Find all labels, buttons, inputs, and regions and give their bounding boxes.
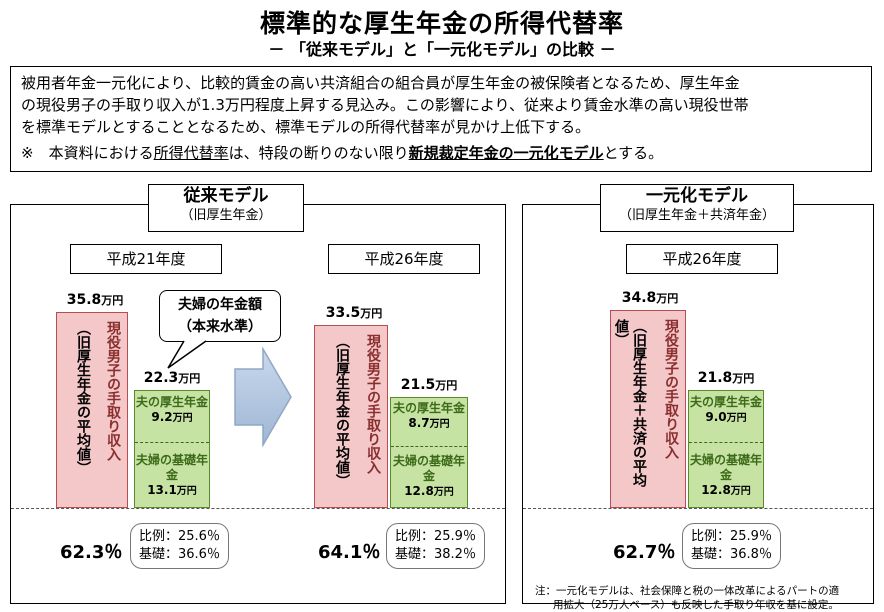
ratio-basic: 基礎：36.6％ bbox=[139, 547, 220, 562]
baseline bbox=[523, 508, 873, 509]
pension-stack: 夫の厚生年金 9.0万円 夫婦の基礎年金 12.8万円 bbox=[688, 390, 764, 508]
intro-note: ※ 本資料における所得代替率は、特段の断りのない限り新規裁定年金の一元化モデルと… bbox=[21, 142, 861, 164]
unified-model-title: 一元化モデル （旧厚生年金＋共済年金） bbox=[600, 184, 794, 232]
footnote: 注：一元化モデルは、社会保障と税の一体改革によるパートの適 用拡大（25万人ベー… bbox=[535, 584, 839, 612]
basic-pension-segment: 夫婦の基礎年金 12.8万円 bbox=[689, 453, 762, 497]
pension-total: 21.5万円 bbox=[400, 377, 458, 393]
rate-breakdown: 比例：25.9％ 基礎：38.2％ bbox=[386, 523, 485, 569]
basic-pension-segment: 夫婦の基礎年金 12.8万円 bbox=[392, 454, 465, 498]
income-bar-label: 現役男子の手取り収入 bbox=[365, 334, 381, 474]
rate-breakdown: 比例：25.9％ 基礎：36.8％ bbox=[682, 523, 781, 569]
income-bar: 現役男子の手取り収入 （旧厚生年金の平均値） bbox=[56, 312, 128, 508]
employee-pension-segment: 夫の厚生年金 9.0万円 bbox=[689, 395, 762, 424]
year-label: 平成26年度 bbox=[328, 244, 480, 274]
ratio-employee: 比例：25.9％ bbox=[395, 529, 476, 544]
year-label: 平成21年度 bbox=[70, 244, 222, 274]
footnote-line1: 注：一元化モデルは、社会保障と税の一体改革によるパートの適 bbox=[535, 585, 840, 597]
segment-divider bbox=[135, 442, 209, 443]
income-amount: 33.5万円 bbox=[325, 305, 383, 321]
pension-stack: 夫の厚生年金 8.7万円 夫婦の基礎年金 12.8万円 bbox=[390, 397, 468, 508]
footnote-line2: 用拡大（25万人ベース）も反映した手取り年収を基に設定。 bbox=[553, 599, 839, 611]
income-bar-label: 現役男子の手取り収入 bbox=[105, 321, 121, 461]
intro-box: 被用者年金一元化により、比較的賃金の高い共済組合の組合員が厚生年金の被保険者とな… bbox=[10, 66, 872, 172]
rate-breakdown: 比例：25.6％ 基礎：36.6％ bbox=[130, 523, 229, 569]
page-title: 標準的な厚生年金の所得代替率 bbox=[259, 9, 624, 38]
employee-pension-segment: 夫の厚生年金 8.7万円 bbox=[392, 401, 465, 430]
ratio-employee: 比例：25.6％ bbox=[139, 529, 220, 544]
note-suffix: とする。 bbox=[603, 144, 664, 162]
panel-title: 一元化モデル bbox=[646, 186, 748, 206]
income-bar-label: 現役男子の手取り収入 bbox=[663, 319, 679, 459]
page-subtitle: － 「従来モデル」と「一元化モデル」の比較 － bbox=[268, 40, 616, 59]
intro-line: を標準モデルとすることとなるため、標準モデルの所得代替率が見かけ上低下する。 bbox=[21, 118, 591, 136]
legacy-model-title: 従来モデル （旧厚生年金） bbox=[148, 184, 304, 232]
replacement-rate: 64.1％ bbox=[318, 542, 381, 563]
ratio-employee: 比例：25.9％ bbox=[691, 529, 772, 544]
panel-title: 従来モデル bbox=[183, 186, 269, 206]
note-bold-underline: 新規裁定年金の一元化モデル bbox=[408, 144, 604, 162]
income-bar: 現役男子の手取り収入 （旧厚生年金＋共済の平均値） bbox=[610, 310, 686, 508]
note-prefix: ※ 本資料における bbox=[21, 144, 154, 162]
callout-line2: （本来水準） bbox=[178, 319, 262, 335]
income-amount: 35.8万円 bbox=[66, 292, 124, 308]
ratio-basic: 基礎：36.8％ bbox=[691, 547, 772, 562]
right-arrow-icon bbox=[234, 347, 292, 447]
income-amount: 34.8万円 bbox=[621, 290, 679, 306]
ratio-basic: 基礎：38.2％ bbox=[395, 547, 476, 562]
replacement-rate: 62.7％ bbox=[613, 542, 676, 563]
segment-divider bbox=[391, 446, 467, 447]
pension-total: 21.8万円 bbox=[697, 370, 755, 386]
basic-pension-segment: 夫婦の基礎年金 13.1万円 bbox=[135, 453, 208, 497]
segment-divider bbox=[689, 442, 763, 443]
year-label: 平成26年度 bbox=[626, 244, 778, 274]
replacement-rate: 62.3％ bbox=[60, 542, 123, 563]
pension-total: 22.3万円 bbox=[143, 370, 201, 386]
note-underline: 所得代替率 bbox=[153, 144, 229, 162]
income-bar: 現役男子の手取り収入 （旧厚生年金の平均値） bbox=[314, 325, 388, 508]
income-bar-sublabel: （旧厚生年金＋共済の平均値） bbox=[613, 319, 647, 487]
income-bar-sublabel: （旧厚生年金の平均値） bbox=[334, 334, 350, 488]
callout-line1: 夫婦の年金額 bbox=[178, 297, 262, 313]
panel-subtitle: （旧厚生年金） bbox=[180, 208, 272, 223]
income-bar-sublabel: （旧厚生年金の平均値） bbox=[75, 321, 91, 475]
baseline bbox=[11, 508, 505, 509]
panel-subtitle: （旧厚生年金＋共済年金） bbox=[618, 208, 775, 223]
note-mid: は、特段の断りのない限り bbox=[228, 144, 409, 162]
intro-line: の現役男子の手取り収入が1.3万円程度上昇する見込み。この影響により、従来より賃… bbox=[21, 96, 749, 114]
pension-callout: 夫婦の年金額 （本来水準） bbox=[159, 290, 281, 342]
pension-stack: 夫の厚生年金 9.2万円 夫婦の基礎年金 13.1万円 bbox=[134, 390, 210, 508]
intro-line: 被用者年金一元化により、比較的賃金の高い共済組合の組合員が厚生年金の被保険者とな… bbox=[21, 74, 740, 92]
employee-pension-segment: 夫の厚生年金 9.2万円 bbox=[135, 395, 208, 424]
